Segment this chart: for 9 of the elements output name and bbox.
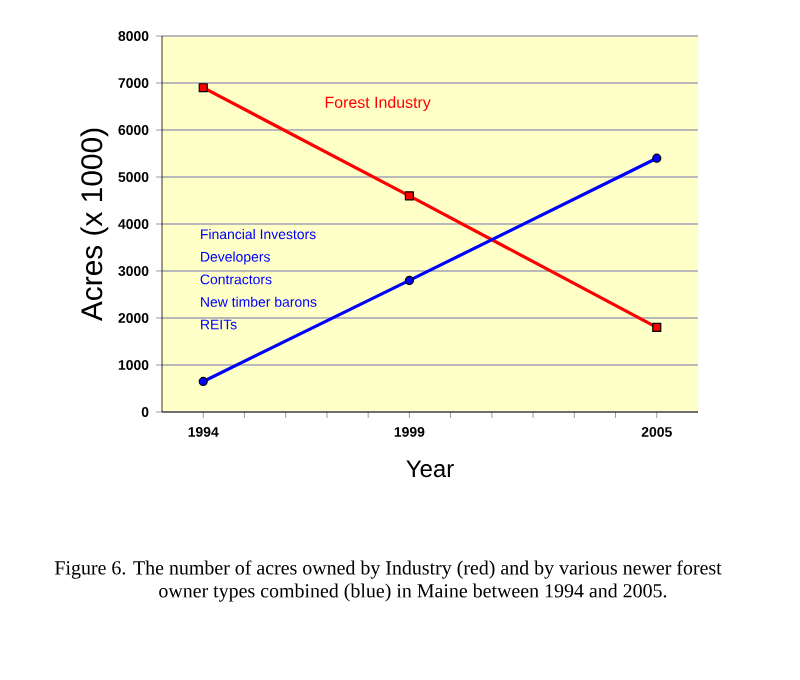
point	[198, 83, 208, 93]
point	[652, 153, 662, 163]
point	[198, 376, 208, 387]
y-axis-title: Acres (x 1000)	[80, 128, 109, 322]
point	[652, 322, 662, 332]
caption: Figure 6. The number of acres owned by Industry (red) and by various newer forest owner types combined (blue) in Maine between 1994 and 2005.	[54, 560, 722, 602]
x-axis-title: Year	[406, 460, 454, 478]
point	[404, 275, 414, 285]
point	[404, 191, 414, 201]
